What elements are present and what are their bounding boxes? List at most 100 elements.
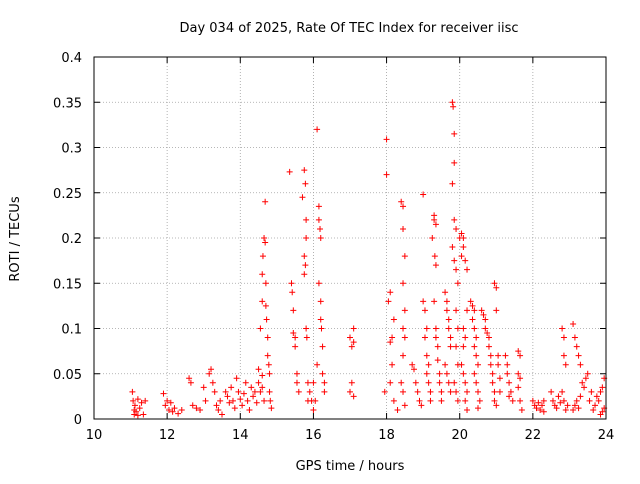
data-point — [571, 334, 578, 341]
data-point — [259, 253, 266, 260]
data-point — [451, 159, 458, 166]
data-point — [400, 352, 407, 359]
data-point — [573, 343, 580, 350]
data-point — [229, 397, 236, 404]
data-point — [217, 397, 224, 404]
data-point — [317, 298, 324, 305]
data-point — [540, 408, 547, 415]
y-tick-label: 0.25 — [53, 187, 82, 202]
data-point — [464, 388, 471, 395]
data-point — [211, 388, 218, 395]
data-point — [475, 388, 481, 395]
data-point — [412, 379, 419, 386]
data-point — [401, 402, 408, 409]
data-point — [319, 370, 326, 377]
data-point — [475, 405, 481, 412]
data-point — [436, 379, 443, 386]
data-point — [476, 397, 483, 404]
data-point — [453, 388, 460, 395]
data-point — [423, 370, 430, 377]
data-point — [586, 397, 593, 404]
data-point — [469, 302, 476, 309]
data-point — [240, 390, 247, 397]
data-point — [347, 334, 353, 341]
data-point — [460, 370, 467, 377]
axis-ticks: 10 12 14 16 18 20 22 24 0 0.05 0.1 0.15 0.2 0.25 0.3 0.… — [53, 51, 614, 443]
data-point — [318, 325, 325, 332]
data-point — [436, 370, 443, 377]
data-point — [414, 388, 421, 395]
data-point — [175, 410, 182, 417]
data-point — [443, 307, 450, 314]
data-point — [315, 216, 322, 223]
data-point — [289, 289, 296, 296]
data-point — [259, 271, 266, 278]
data-point — [248, 384, 255, 391]
data-point — [445, 325, 452, 332]
data-point — [478, 307, 485, 314]
x-tick-label: 16 — [305, 428, 322, 443]
data-point — [432, 334, 439, 341]
data-point — [502, 352, 509, 359]
data-point — [579, 379, 586, 386]
data-point — [400, 203, 407, 210]
data-point — [381, 388, 388, 395]
data-point — [451, 379, 458, 386]
data-point — [447, 334, 454, 341]
data-point — [475, 361, 481, 368]
data-point — [462, 334, 469, 341]
data-point — [290, 330, 297, 337]
data-point — [302, 180, 309, 187]
data-point — [560, 334, 567, 341]
data-point — [425, 379, 432, 386]
data-point — [491, 397, 498, 404]
data-point — [401, 307, 408, 314]
data-point — [400, 325, 407, 332]
data-point — [462, 379, 469, 386]
data-point — [423, 352, 430, 359]
data-point — [226, 399, 233, 406]
data-point — [268, 405, 275, 412]
data-point — [447, 343, 454, 350]
data-point — [462, 397, 469, 404]
data-point — [233, 375, 240, 382]
data-point — [517, 397, 524, 404]
data-point — [555, 393, 562, 400]
data-point — [489, 379, 496, 386]
data-point — [293, 379, 300, 386]
data-point — [493, 284, 500, 291]
data-point — [167, 399, 174, 406]
data-point — [319, 343, 326, 350]
data-point — [303, 235, 310, 241]
data-point — [506, 393, 513, 400]
data-point — [453, 343, 460, 350]
data-point — [257, 388, 264, 395]
data-point — [432, 262, 439, 269]
data-point — [577, 393, 584, 400]
data-point — [228, 384, 235, 391]
data-point — [487, 352, 494, 359]
data-point — [431, 253, 438, 260]
data-point — [575, 352, 582, 359]
data-point — [314, 361, 321, 368]
data-point — [255, 379, 262, 386]
data-point — [480, 311, 487, 318]
data-point — [244, 397, 251, 404]
data-point — [597, 411, 604, 418]
data-point — [599, 384, 606, 391]
data-point — [189, 402, 196, 409]
data-point — [460, 244, 467, 251]
data-point — [504, 361, 511, 368]
data-point — [491, 280, 498, 287]
data-point — [400, 388, 407, 395]
data-point — [264, 352, 271, 359]
data-point — [517, 352, 524, 359]
data-point — [506, 379, 513, 386]
data-point — [507, 388, 514, 395]
data-point — [495, 361, 502, 368]
data-point — [262, 198, 269, 205]
data-point — [590, 406, 597, 413]
x-tick-label: 12 — [159, 428, 176, 443]
x-tick-label: 10 — [86, 428, 103, 443]
